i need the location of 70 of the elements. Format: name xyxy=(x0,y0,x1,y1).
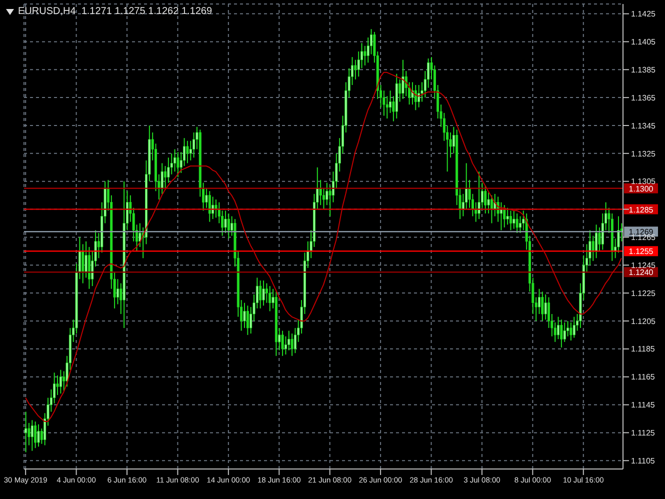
candlestick xyxy=(281,330,284,356)
chart-title: EURUSD,H4 1.1271 1.1275 1.1262 1.1269 xyxy=(18,6,212,17)
y-tick-label: 1.1365 xyxy=(631,93,656,102)
candlestick xyxy=(598,226,601,252)
candlestick xyxy=(512,210,516,230)
candlestick xyxy=(490,194,493,224)
candlestick xyxy=(164,165,167,189)
candlestick xyxy=(59,369,62,394)
candlestick xyxy=(516,212,518,234)
ref-line-label: 1.1285 xyxy=(628,205,654,214)
candlestick xyxy=(319,179,322,206)
candlestick xyxy=(592,235,594,262)
candlestick xyxy=(364,45,366,66)
candlestick xyxy=(167,157,170,184)
candlestick xyxy=(246,305,249,336)
candlestick xyxy=(484,185,487,214)
candlestick xyxy=(414,84,417,111)
candlestick xyxy=(544,294,547,320)
candlestick xyxy=(560,319,563,348)
candlestick xyxy=(56,374,59,396)
y-tick-label: 1.1105 xyxy=(631,456,656,466)
y-tick-label: 1.1405 xyxy=(631,38,656,47)
candlestick xyxy=(259,280,262,309)
candlestick xyxy=(186,140,189,164)
ref-line-label: 1.1240 xyxy=(628,268,654,278)
candlestick xyxy=(174,148,176,172)
candlestick xyxy=(82,244,84,284)
candlestick xyxy=(37,424,40,448)
candlestick xyxy=(268,286,272,312)
candlestick xyxy=(506,207,509,226)
ref-line-label: 1.1300 xyxy=(628,184,654,194)
candlestick xyxy=(354,59,357,80)
candlestick xyxy=(503,204,506,228)
y-tick-label: 1.1125 xyxy=(631,428,656,438)
candlestick xyxy=(290,333,294,356)
y-tick-label: 1.1225 xyxy=(631,288,656,298)
candlestick xyxy=(541,291,544,322)
candlestick xyxy=(572,316,576,338)
candlestick xyxy=(487,192,490,214)
candlestick xyxy=(509,210,512,231)
y-tick-label: 1.1385 xyxy=(631,65,656,74)
ref-line-label: 1.1255 xyxy=(628,247,654,256)
candlestick xyxy=(208,190,211,222)
candlestick xyxy=(557,316,560,340)
candlestick xyxy=(563,322,566,342)
candlestick xyxy=(227,212,230,240)
candlestick xyxy=(116,278,119,305)
candlestick xyxy=(24,411,28,453)
candlestick xyxy=(243,302,246,328)
candlestick xyxy=(418,84,420,108)
y-tick-label: 1.1145 xyxy=(631,400,656,410)
candlestick xyxy=(288,330,290,351)
candlestick xyxy=(402,59,404,100)
y-tick-label: 1.1325 xyxy=(631,149,656,158)
candlestick xyxy=(84,240,88,278)
candlestick xyxy=(262,280,265,306)
candlestick xyxy=(34,421,37,449)
candlestick xyxy=(595,224,598,259)
candlestick xyxy=(176,152,180,178)
candlestick xyxy=(411,82,414,106)
y-tick-label: 1.1185 xyxy=(631,344,656,354)
candlestick xyxy=(328,185,332,217)
y-tick-label: 1.1345 xyxy=(631,121,656,130)
candlestick xyxy=(570,322,572,342)
candlestick xyxy=(478,171,480,220)
y-tick-label: 1.1425 xyxy=(631,10,656,19)
y-tick-label: 1.1165 xyxy=(631,372,656,382)
candlestick xyxy=(30,420,34,452)
y-tick-label: 1.1205 xyxy=(631,316,656,326)
candlestick xyxy=(224,210,227,234)
